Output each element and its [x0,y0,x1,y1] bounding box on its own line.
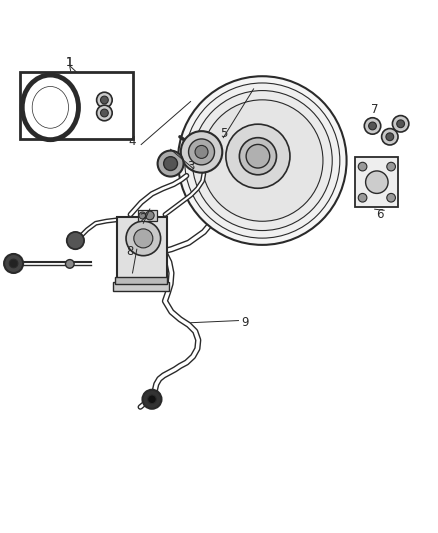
Circle shape [386,133,394,141]
Text: 5: 5 [219,127,227,140]
Text: 8: 8 [127,245,134,258]
Circle shape [126,221,161,256]
Circle shape [178,76,346,245]
Text: 1: 1 [66,56,74,69]
Bar [115,277,167,284]
Circle shape [148,395,156,403]
Circle shape [192,91,332,231]
Circle shape [164,157,177,171]
Circle shape [139,212,146,219]
Circle shape [381,128,398,145]
Circle shape [145,211,154,220]
Circle shape [4,254,23,273]
Circle shape [158,151,184,176]
Circle shape [66,260,74,268]
Circle shape [392,116,409,132]
Ellipse shape [22,75,78,140]
Circle shape [397,120,405,128]
Bar [355,157,399,207]
Text: 7: 7 [371,103,378,116]
Circle shape [67,232,84,249]
Circle shape [246,144,270,168]
Circle shape [358,162,367,171]
Bar [113,281,169,291]
Circle shape [100,109,108,117]
Text: 9: 9 [241,316,249,329]
Bar [117,217,167,279]
Circle shape [195,146,208,158]
Circle shape [366,171,388,193]
Circle shape [201,100,323,221]
Circle shape [364,118,381,134]
Circle shape [188,139,215,165]
Circle shape [387,193,396,202]
Circle shape [97,92,112,108]
Circle shape [181,131,223,173]
Ellipse shape [32,86,68,128]
Circle shape [142,390,162,409]
Circle shape [240,138,276,175]
Circle shape [134,229,153,248]
Text: 3: 3 [187,160,194,173]
Bar [138,211,157,221]
Text: 6: 6 [376,208,384,221]
Circle shape [226,124,290,188]
Bar [20,72,133,139]
Text: 1: 1 [66,56,74,69]
Circle shape [100,96,108,104]
Circle shape [9,259,18,268]
Text: 2: 2 [140,213,147,225]
Circle shape [369,122,376,130]
Circle shape [185,83,340,238]
Text: 4: 4 [129,135,136,148]
Circle shape [97,105,112,121]
Circle shape [387,162,396,171]
Circle shape [358,193,367,202]
